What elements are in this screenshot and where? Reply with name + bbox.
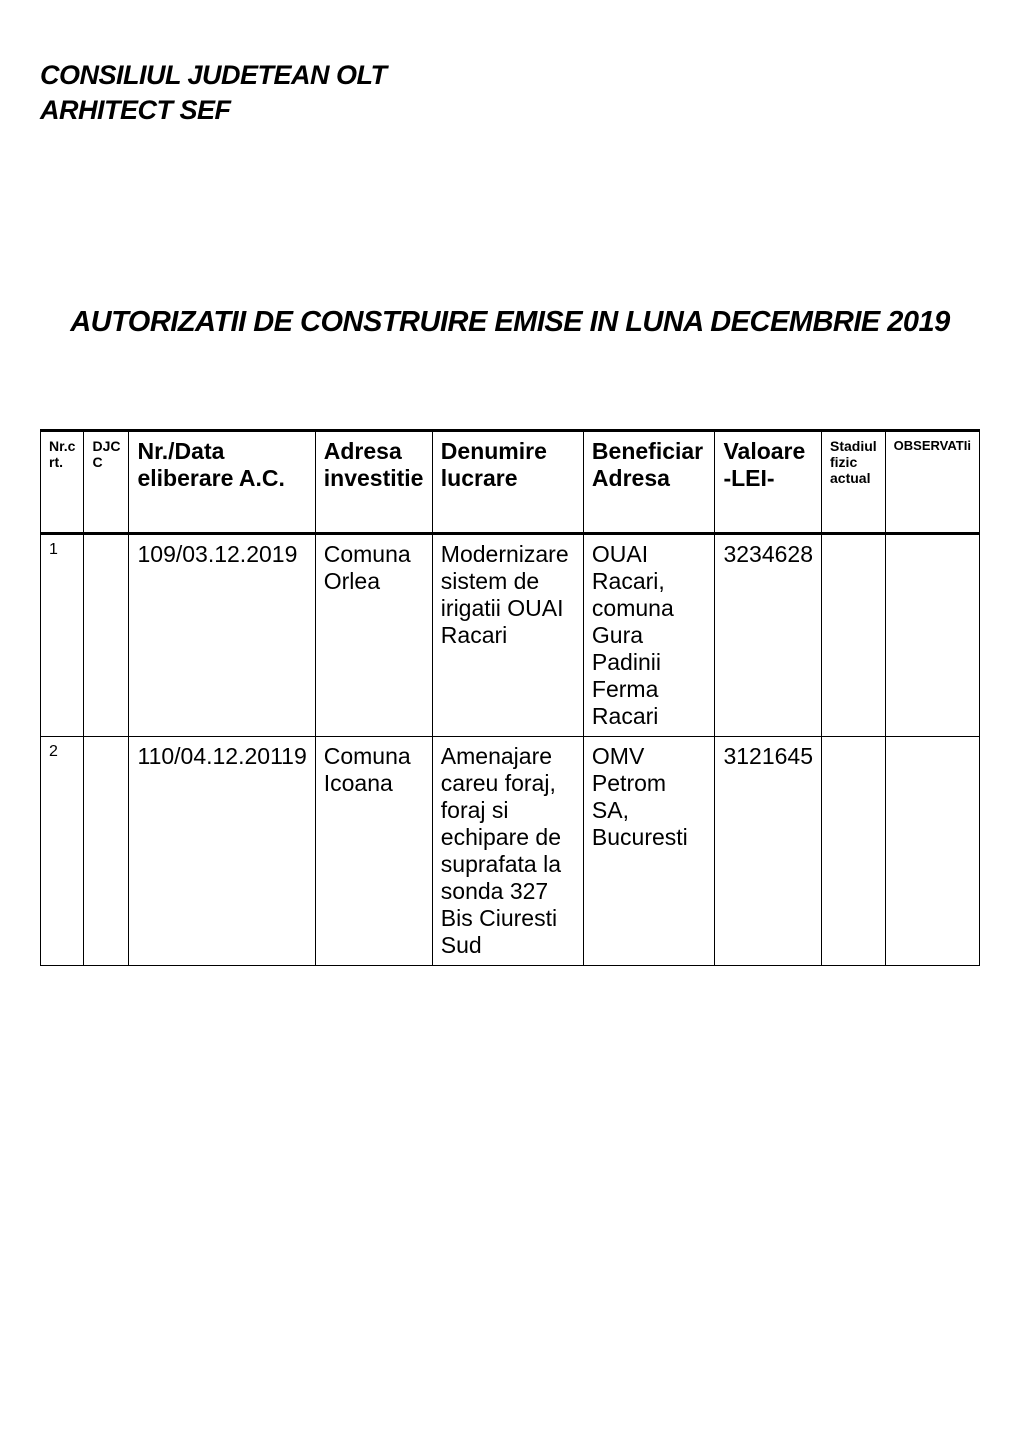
table-row: 2 110/04.12.20119 Comuna Icoana Amenajar…: [41, 737, 980, 966]
cell-nrdata: 110/04.12.20119: [129, 737, 315, 966]
col-header-adresa: Adresa investitie: [315, 431, 432, 534]
col-header-stadiul: Stadiul fizic actual: [822, 431, 886, 534]
table-header-row: Nr.c rt. DJC C Nr./Data eliberare A.C. A…: [41, 431, 980, 534]
authorizations-table: Nr.c rt. DJC C Nr./Data eliberare A.C. A…: [40, 429, 980, 966]
cell-denumire: Amenajare careu foraj, foraj si echipare…: [432, 737, 583, 966]
cell-nrdata: 109/03.12.2019: [129, 534, 315, 737]
org-subtitle: ARHITECT SEF: [40, 95, 980, 126]
cell-valoare: 3234628: [715, 534, 822, 737]
col-header-nrc: Nr.c rt.: [41, 431, 84, 534]
cell-nrc: 1: [41, 534, 84, 737]
cell-djc: [84, 737, 129, 966]
col-header-djc: DJC C: [84, 431, 129, 534]
cell-observatii: [885, 534, 979, 737]
cell-stadiul: [822, 737, 886, 966]
cell-adresa: Comuna Icoana: [315, 737, 432, 966]
cell-beneficiar: OUAI Racari, comuna Gura Padinii Ferma R…: [583, 534, 715, 737]
col-header-valoare: Valoare -LEI-: [715, 431, 822, 534]
cell-beneficiar: OMV Petrom SA, Bucuresti: [583, 737, 715, 966]
col-header-denumire: Denumire lucrare: [432, 431, 583, 534]
col-header-nrdata: Nr./Data eliberare A.C.: [129, 431, 315, 534]
org-name: CONSILIUL JUDETEAN OLT: [40, 60, 980, 91]
cell-denumire: Modernizare sistem de irigatii OUAI Raca…: [432, 534, 583, 737]
page-title: AUTORIZATII DE CONSTRUIRE EMISE IN LUNA …: [40, 306, 980, 339]
cell-nrc: 2: [41, 737, 84, 966]
cell-stadiul: [822, 534, 886, 737]
cell-observatii: [885, 737, 979, 966]
cell-valoare: 3121645: [715, 737, 822, 966]
cell-djc: [84, 534, 129, 737]
col-header-beneficiar: Beneficiar Adresa: [583, 431, 715, 534]
cell-adresa: Comuna Orlea: [315, 534, 432, 737]
col-header-observatii: OBSERVATIi: [885, 431, 979, 534]
table-row: 1 109/03.12.2019 Comuna Orlea Modernizar…: [41, 534, 980, 737]
